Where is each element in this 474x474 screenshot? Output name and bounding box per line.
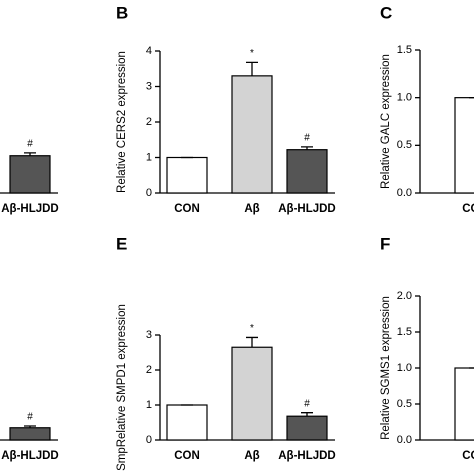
significance-marker: # bbox=[304, 132, 310, 143]
bar bbox=[286, 415, 328, 441]
y-tick-label: 0.0 bbox=[397, 187, 412, 199]
error-bar bbox=[246, 61, 258, 76]
bar bbox=[231, 346, 273, 441]
y-tick-label: 1 bbox=[146, 399, 152, 411]
x-tick-label: CON bbox=[174, 450, 200, 462]
error-bar bbox=[24, 152, 36, 156]
error-bar bbox=[24, 425, 36, 428]
x-tick-label: Aβ-HLJDD bbox=[1, 450, 59, 462]
y-tick-label: 1.0 bbox=[397, 92, 412, 104]
y-tick-label: 2 bbox=[146, 364, 152, 376]
x-tick-label: CON bbox=[462, 450, 474, 462]
significance-marker: # bbox=[27, 412, 33, 423]
y-axis-label: Relative GALC expression bbox=[380, 54, 392, 189]
error-bar bbox=[246, 336, 258, 348]
y-axis-label: Relative CERS2 expression bbox=[116, 51, 128, 193]
bar bbox=[9, 427, 51, 441]
y-tick-label: 4 bbox=[146, 45, 152, 57]
panel-label: C bbox=[380, 3, 392, 22]
panel-label: E bbox=[116, 234, 127, 253]
bar bbox=[286, 149, 328, 194]
bar bbox=[231, 75, 273, 194]
y-axis-label: SmpRelative SMPD1 expression bbox=[116, 304, 128, 471]
y-axis-label: Relative SGMS1 expression bbox=[380, 296, 392, 440]
x-tick-label: Aβ-HLJDD bbox=[1, 203, 59, 215]
y-tick-label: 2.0 bbox=[397, 290, 412, 302]
x-tick-label: CON bbox=[462, 203, 474, 215]
y-tick-label: 3 bbox=[146, 329, 152, 341]
error-bar bbox=[301, 146, 313, 150]
panel-label: F bbox=[380, 234, 390, 253]
y-tick-label: 1.0 bbox=[397, 362, 412, 374]
x-tick-label: CON bbox=[174, 203, 200, 215]
significance-marker: * bbox=[250, 323, 254, 334]
significance-marker: # bbox=[27, 139, 33, 150]
bar bbox=[166, 156, 208, 194]
x-tick-label: Aβ-HLJDD bbox=[278, 203, 336, 215]
y-tick-label: 0.5 bbox=[397, 398, 412, 410]
x-tick-label: Aβ bbox=[244, 450, 259, 462]
y-tick-label: 0 bbox=[146, 434, 152, 446]
y-tick-label: 1.5 bbox=[397, 44, 412, 56]
significance-marker: # bbox=[304, 398, 310, 409]
error-bar bbox=[301, 412, 313, 417]
x-tick-label: Aβ-HLJDD bbox=[278, 450, 336, 462]
bar bbox=[454, 367, 474, 441]
y-tick-label: 2 bbox=[146, 116, 152, 128]
y-tick-label: 3 bbox=[146, 80, 152, 92]
y-tick-label: 0 bbox=[146, 187, 152, 199]
x-tick-label: Aβ bbox=[244, 203, 259, 215]
y-tick-label: 1.5 bbox=[397, 326, 412, 338]
y-tick-label: 1 bbox=[146, 151, 152, 163]
bar bbox=[454, 97, 474, 194]
y-tick-label: 0.5 bbox=[397, 139, 412, 151]
significance-marker: * bbox=[250, 48, 254, 59]
bar bbox=[9, 155, 51, 194]
panel-label: B bbox=[116, 3, 128, 22]
bar bbox=[166, 404, 208, 441]
y-tick-label: 0.0 bbox=[397, 434, 412, 446]
